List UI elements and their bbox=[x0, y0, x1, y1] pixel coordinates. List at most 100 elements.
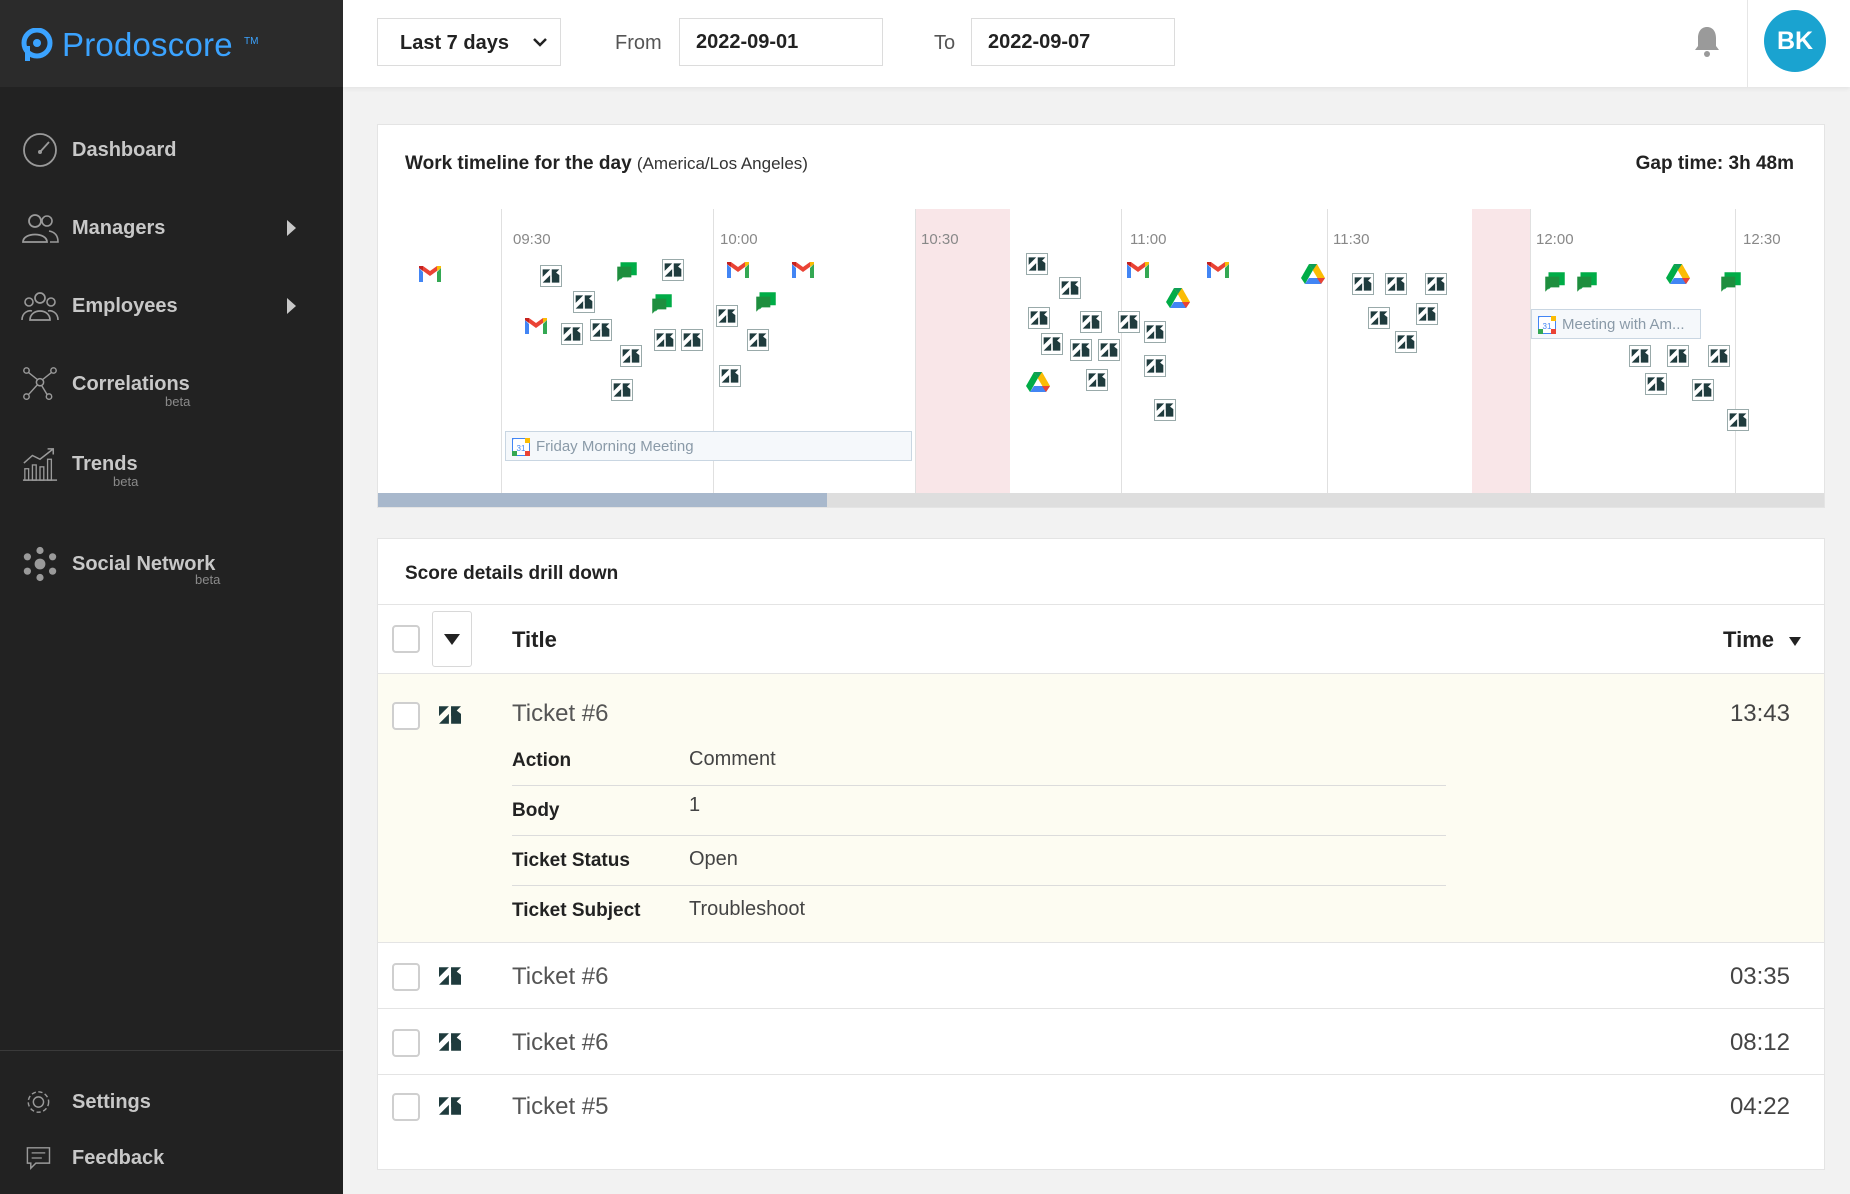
zendesk-icon[interactable] bbox=[1708, 345, 1730, 367]
zendesk-icon[interactable] bbox=[1118, 311, 1140, 333]
avatar[interactable]: BK bbox=[1764, 10, 1826, 72]
timeline-scroll-thumb[interactable] bbox=[378, 493, 827, 507]
google-drive-icon[interactable] bbox=[1665, 261, 1691, 287]
select-all-checkbox[interactable] bbox=[392, 625, 420, 653]
zendesk-icon[interactable] bbox=[1144, 355, 1166, 377]
meeting-title: Friday Morning Meeting bbox=[536, 438, 694, 455]
zendesk-icon[interactable] bbox=[1098, 339, 1120, 361]
zendesk-icon[interactable] bbox=[620, 345, 642, 367]
gmail-icon[interactable] bbox=[417, 261, 443, 287]
table-row[interactable]: Ticket #5 04:22 bbox=[378, 1075, 1824, 1141]
to-date-input[interactable] bbox=[971, 18, 1175, 66]
google-drive-icon[interactable] bbox=[1300, 261, 1326, 287]
gmail-icon[interactable] bbox=[1205, 257, 1231, 283]
sidebar-item-label: Managers bbox=[72, 217, 166, 239]
google-drive-icon[interactable] bbox=[1165, 285, 1191, 311]
timeline-area[interactable]: 09:30 10:00 10:30 11:00 11:30 12:00 12:3… bbox=[378, 209, 1824, 493]
zendesk-icon[interactable] bbox=[1059, 277, 1081, 299]
zendesk-icon[interactable] bbox=[719, 365, 741, 387]
zendesk-icon[interactable] bbox=[573, 291, 595, 313]
zendesk-icon[interactable] bbox=[540, 265, 562, 287]
gmail-icon[interactable] bbox=[523, 313, 549, 339]
column-header-time[interactable]: Time bbox=[1723, 627, 1774, 652]
table-row[interactable]: Ticket #6 13:43 Action Comment Body 1 Ti… bbox=[378, 674, 1824, 943]
zendesk-icon bbox=[436, 704, 464, 726]
timeline-scrollbar[interactable] bbox=[378, 493, 1824, 507]
zendesk-icon[interactable] bbox=[1727, 409, 1749, 431]
zendesk-icon[interactable] bbox=[1028, 307, 1050, 329]
google-chat-icon[interactable] bbox=[1718, 269, 1744, 295]
row-time: 08:12 bbox=[1729, 1029, 1790, 1056]
row-checkbox[interactable] bbox=[392, 1029, 420, 1057]
zendesk-icon[interactable] bbox=[1395, 331, 1417, 353]
zendesk-icon[interactable] bbox=[590, 319, 612, 341]
meeting-title: Meeting with Am... bbox=[1562, 316, 1685, 333]
sidebar-item-settings[interactable]: Settings bbox=[0, 1072, 343, 1132]
row-title: Ticket #6 bbox=[512, 700, 609, 727]
gmail-icon[interactable] bbox=[790, 257, 816, 283]
sidebar-item-dashboard[interactable]: Dashboard bbox=[0, 120, 343, 180]
zendesk-icon bbox=[436, 1031, 464, 1053]
zendesk-icon[interactable] bbox=[1080, 311, 1102, 333]
zendesk-icon[interactable] bbox=[747, 329, 769, 351]
table-row[interactable]: Ticket #6 03:35 bbox=[378, 943, 1824, 1009]
beta-badge: beta bbox=[113, 474, 139, 489]
google-chat-icon[interactable] bbox=[649, 291, 675, 317]
sidebar-item-managers[interactable]: Managers bbox=[0, 198, 343, 258]
google-chat-icon[interactable] bbox=[753, 289, 779, 315]
sort-caret-icon[interactable] bbox=[1789, 637, 1801, 646]
row-checkbox[interactable] bbox=[392, 702, 420, 730]
sidebar-item-employees[interactable]: Employees bbox=[0, 276, 343, 336]
detail-value: Open bbox=[689, 848, 738, 870]
zendesk-icon[interactable] bbox=[1425, 273, 1447, 295]
detail-key: Ticket Status bbox=[512, 850, 630, 871]
column-header-title[interactable]: Title bbox=[512, 627, 557, 652]
google-chat-icon[interactable] bbox=[1542, 269, 1568, 295]
row-checkbox[interactable] bbox=[392, 1093, 420, 1121]
bulk-action-dropdown[interactable] bbox=[432, 611, 472, 667]
sidebar-item-label: Dashboard bbox=[72, 139, 177, 161]
zendesk-icon[interactable] bbox=[1629, 345, 1651, 367]
zendesk-icon[interactable] bbox=[1070, 339, 1092, 361]
gmail-icon[interactable] bbox=[1125, 257, 1151, 283]
sidebar-item-label: Trends bbox=[72, 453, 138, 475]
zendesk-icon[interactable] bbox=[681, 329, 703, 351]
zendesk-icon[interactable] bbox=[716, 305, 738, 327]
zendesk-icon[interactable] bbox=[1026, 253, 1048, 275]
sidebar-item-correlations[interactable]: Correlations beta bbox=[0, 354, 343, 414]
from-date-input[interactable] bbox=[679, 18, 883, 66]
row-checkbox[interactable] bbox=[392, 963, 420, 991]
sidebar-item-feedback[interactable]: Feedback bbox=[0, 1128, 343, 1188]
zendesk-icon[interactable] bbox=[1041, 333, 1063, 355]
zendesk-icon[interactable] bbox=[611, 379, 633, 401]
zendesk-icon[interactable] bbox=[1368, 307, 1390, 329]
google-chat-icon[interactable] bbox=[1574, 269, 1600, 295]
sidebar-item-trends[interactable]: Trends beta bbox=[0, 434, 343, 494]
zendesk-icon[interactable] bbox=[1692, 379, 1714, 401]
zendesk-icon[interactable] bbox=[1352, 273, 1374, 295]
zendesk-icon[interactable] bbox=[662, 259, 684, 281]
gmail-icon[interactable] bbox=[725, 257, 751, 283]
notification-bell-icon[interactable] bbox=[1691, 24, 1723, 58]
detail-key: Ticket Subject bbox=[512, 900, 641, 921]
date-range-select[interactable]: Last 7 days bbox=[377, 18, 561, 66]
zendesk-icon[interactable] bbox=[1086, 369, 1108, 391]
calendar-meeting-block[interactable]: Meeting with Am... bbox=[1531, 309, 1701, 339]
work-timeline-card: Work timeline for the day (America/Los A… bbox=[377, 124, 1825, 508]
zendesk-icon[interactable] bbox=[1154, 399, 1176, 421]
sidebar-item-social-network[interactable]: Social Network beta bbox=[0, 534, 343, 594]
timeline-tick: 10:00 bbox=[720, 231, 758, 248]
timeline-title: Work timeline for the day (America/Los A… bbox=[405, 153, 808, 175]
zendesk-icon[interactable] bbox=[561, 323, 583, 345]
zendesk-icon[interactable] bbox=[1667, 345, 1689, 367]
calendar-meeting-block[interactable]: Friday Morning Meeting bbox=[505, 431, 912, 461]
zendesk-icon[interactable] bbox=[1385, 273, 1407, 295]
table-row[interactable]: Ticket #6 08:12 bbox=[378, 1009, 1824, 1075]
detail-row-body: Body 1 bbox=[512, 786, 1446, 836]
zendesk-icon[interactable] bbox=[654, 329, 676, 351]
zendesk-icon[interactable] bbox=[1416, 303, 1438, 325]
google-drive-icon[interactable] bbox=[1025, 369, 1051, 395]
zendesk-icon[interactable] bbox=[1645, 373, 1667, 395]
google-chat-icon[interactable] bbox=[614, 259, 640, 285]
zendesk-icon[interactable] bbox=[1144, 321, 1166, 343]
